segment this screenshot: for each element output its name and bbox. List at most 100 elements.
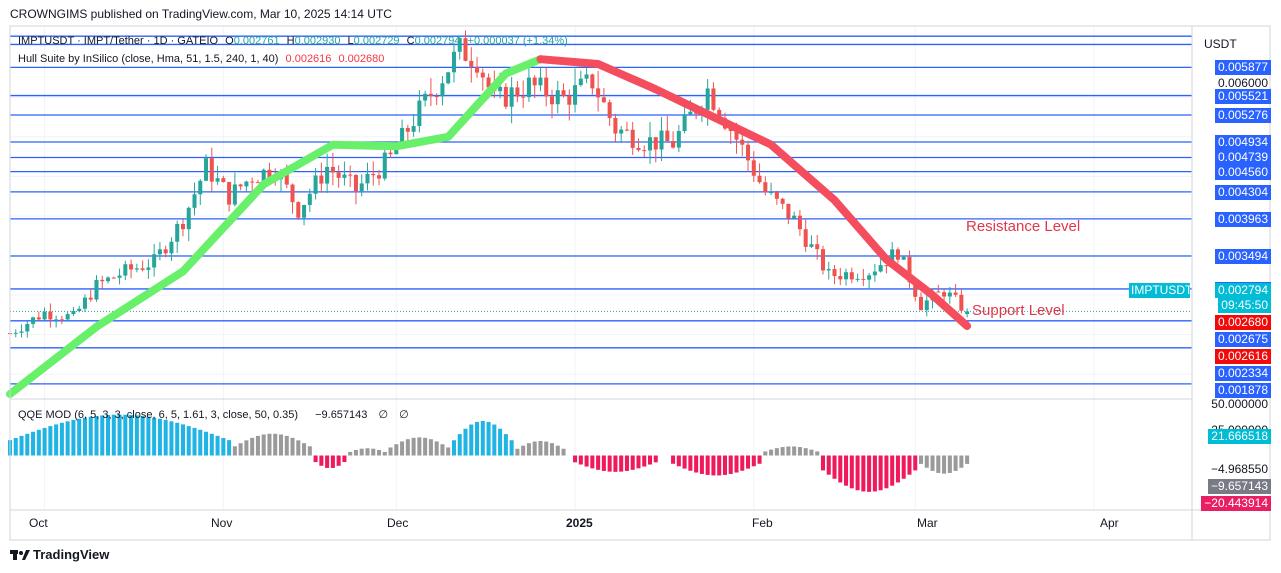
qqe-bar (157, 418, 162, 456)
high-value: 0.002930 (294, 35, 341, 47)
qqe-bar (106, 414, 111, 456)
candle-body (302, 204, 307, 218)
qqe-bar (601, 455, 606, 471)
qqe-bar (584, 455, 589, 467)
qqe-bar (371, 448, 376, 456)
candle-body (780, 198, 785, 204)
qqe-bar (411, 437, 416, 456)
candle-body (163, 249, 168, 254)
qqe-bar (405, 439, 410, 456)
qqe-bar (532, 441, 537, 456)
qqe-bar (913, 455, 918, 471)
qqe-histogram (7, 414, 970, 492)
qqe-bar (694, 455, 699, 473)
candle-body (106, 277, 111, 282)
candle-body (884, 265, 889, 267)
candle-body (475, 66, 480, 73)
qqe-bar (163, 419, 168, 456)
candle-body (480, 72, 485, 78)
qqe-bar (376, 450, 382, 456)
candle-body (36, 317, 41, 320)
qqe-bar (647, 455, 653, 465)
candle-body (734, 131, 739, 140)
candle-body (872, 271, 877, 276)
candle-body (786, 203, 791, 219)
candle-body (498, 86, 503, 92)
qqe-bar (797, 447, 802, 456)
qqe-bar (930, 455, 935, 471)
hull-red-line (536, 55, 972, 330)
candle-body (255, 182, 260, 184)
tradingview-brand[interactable]: TradingView (10, 547, 109, 562)
candle-body (544, 77, 549, 97)
candle-body (117, 275, 122, 278)
qqe-bar (446, 447, 451, 456)
qqe-bar (469, 424, 474, 456)
qqe-bar (624, 455, 629, 471)
brand-name: TradingView (33, 547, 110, 562)
qqe-bar (901, 455, 906, 479)
candle-body (942, 292, 947, 297)
candle-body (711, 88, 716, 110)
qqe-bar (942, 455, 947, 474)
x-label-nov: Nov (211, 516, 233, 530)
qqe-bar (204, 431, 209, 456)
qqe-bar (123, 414, 128, 456)
candle-body (371, 173, 376, 176)
qqe-bar (238, 443, 243, 456)
qqe-bar (613, 455, 618, 472)
qqe-bar (152, 417, 157, 456)
low-value: 0.002729 (353, 35, 400, 47)
candle-body (244, 181, 249, 187)
price-level-label: 0.005276 (1214, 107, 1271, 123)
qqe-bar (451, 440, 456, 456)
qqe-bar (861, 455, 866, 492)
qqe-bar (313, 455, 318, 463)
qqe-bar (498, 428, 503, 456)
osc-zero-label: −4.968550 (1210, 462, 1268, 476)
candle-body (521, 96, 526, 98)
candle-body (630, 129, 635, 148)
candle-body (538, 77, 543, 86)
qqe-bar (774, 448, 779, 456)
candle-body (215, 178, 220, 182)
symbol-info[interactable]: IMPTUSDT · IMPT/Tether · 1D · GATEIO (18, 35, 219, 47)
qqe-bar (965, 455, 970, 464)
qqe-bar (676, 455, 681, 467)
candle-body (376, 175, 382, 179)
candle-body (855, 278, 860, 280)
qqe-bar (284, 435, 289, 456)
qqe-bar (71, 419, 76, 456)
qqe-bar (728, 455, 733, 474)
qqe-bar (434, 441, 439, 456)
candle-body (671, 141, 676, 148)
ohlc-legend: IMPTUSDT · IMPT/Tether · 1D · GATEIO O0.… (18, 35, 568, 47)
candle-body (405, 127, 410, 132)
candle-body (515, 87, 520, 97)
candle-body (94, 279, 99, 300)
qqe-bar (353, 450, 358, 456)
candle-body (365, 173, 370, 184)
qqe-bar (884, 455, 889, 489)
qqe-bar (180, 424, 185, 456)
candle-body (682, 114, 687, 132)
candle-body (290, 184, 295, 203)
qqe-bar (261, 434, 266, 456)
qqe-bar (423, 437, 428, 456)
qqe-bar (192, 427, 197, 456)
qqe-bar (509, 440, 514, 456)
candle-body (342, 174, 347, 178)
hull-indicator-title[interactable]: Hull Suite by InSilico (close, Hma, 51, … (18, 53, 279, 65)
candle-body (221, 178, 226, 183)
candle-body (815, 244, 820, 250)
candle-body (717, 109, 722, 119)
price-level-label: 0.005877 (1214, 60, 1271, 76)
candle-body (532, 77, 537, 86)
currency-label[interactable]: USDT (1204, 37, 1237, 51)
qqe-indicator-title[interactable]: QQE MOD (6, 5, 3, 3, close, 6, 5, 1.61, … (18, 409, 299, 421)
candle-body (573, 85, 578, 105)
open-value: 0.002761 (233, 35, 280, 47)
qqe-bar (175, 422, 180, 456)
qqe-bar (65, 421, 70, 456)
